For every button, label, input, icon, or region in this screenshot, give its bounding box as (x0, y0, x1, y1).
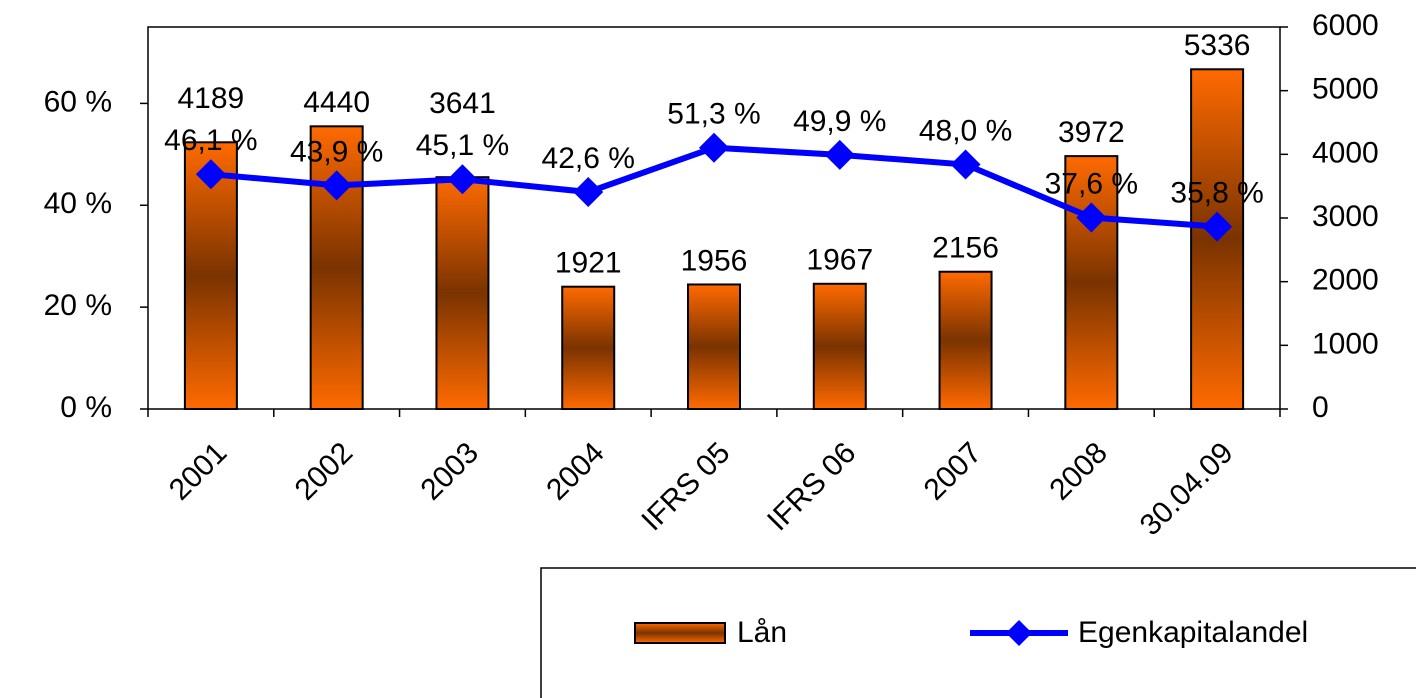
line-marker (573, 177, 604, 208)
y-tick-label: 20 % (44, 289, 112, 322)
bar-value-label: 2156 (932, 232, 999, 265)
line-value-label: 42,6 % (542, 142, 635, 175)
x-tick-label: 30.04.09 (1134, 436, 1240, 542)
x-tick-label: 2002 (289, 436, 360, 507)
y2-tick-label: 4000 (1312, 136, 1379, 169)
bar (309, 125, 364, 410)
y2-tick-label: 0 (1312, 391, 1329, 424)
x-tick-label: 2001 (163, 436, 234, 507)
line-value-label: 51,3 % (667, 98, 760, 131)
line-marker (824, 139, 855, 170)
line-value-label: 46,1 % (164, 124, 257, 157)
x-tick-label: IFRS 05 (635, 436, 736, 537)
legend-swatch (634, 622, 726, 644)
legend-label: Egenkapitalandel (1078, 616, 1308, 649)
line-value-label: 37,6 % (1045, 167, 1138, 200)
line-marker (321, 170, 352, 201)
bar-value-label: 5336 (1184, 29, 1251, 62)
bar-value-label: 1967 (806, 244, 873, 277)
x-tick-label: 2004 (540, 436, 611, 507)
line-value-label: 45,1 % (416, 129, 509, 162)
line-value-label: 43,9 % (290, 135, 383, 168)
bar (812, 282, 867, 410)
bar-value-label: 4189 (178, 82, 245, 115)
line-marker (1076, 202, 1107, 233)
y2-tick-label: 5000 (1312, 73, 1379, 106)
bar (1064, 155, 1119, 410)
line-value-label: 48,0 % (919, 114, 1012, 147)
line-marker (195, 159, 226, 190)
x-tick-label: 2007 (918, 436, 989, 507)
y2-tick-label: 2000 (1312, 264, 1379, 297)
legend-marker (1006, 620, 1032, 646)
line-marker (699, 132, 729, 163)
bar (938, 270, 993, 411)
y-tick-label: 0 % (60, 391, 112, 424)
line-marker (447, 164, 478, 195)
bar (435, 176, 490, 410)
y-tick-label: 60 % (44, 85, 112, 118)
x-tick-label: 2008 (1043, 436, 1114, 507)
bar-value-label: 3641 (429, 87, 496, 120)
bar-value-label: 3972 (1058, 116, 1125, 149)
x-tick-label: 2003 (414, 436, 485, 507)
bar-value-label: 1921 (555, 247, 622, 280)
x-tick-label: IFRS 06 (761, 436, 862, 537)
line-marker (1202, 211, 1233, 242)
y-tick-label: 40 % (44, 187, 112, 220)
line-marker (950, 149, 981, 180)
y2-tick-label: 6000 (1312, 9, 1379, 42)
y2-tick-label: 1000 (1312, 327, 1379, 360)
line-value-label: 35,8 % (1170, 177, 1263, 210)
bar (687, 283, 741, 410)
bar-value-label: 4440 (303, 86, 370, 119)
legend-label: Lån (737, 616, 787, 649)
bar-value-label: 1956 (681, 244, 748, 277)
line-value-label: 49,9 % (793, 105, 886, 138)
y2-tick-label: 3000 (1312, 200, 1379, 233)
bar (561, 285, 616, 410)
